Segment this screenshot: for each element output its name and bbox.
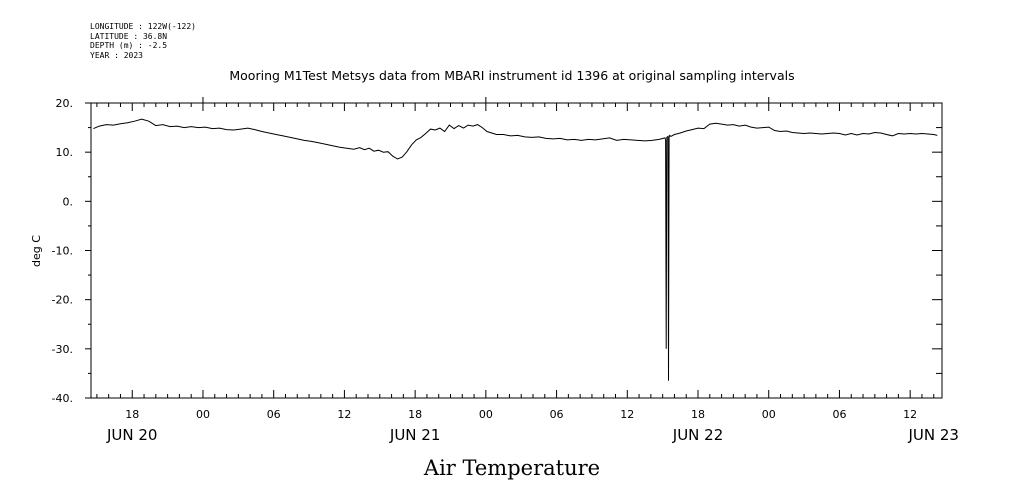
x-axis-label: Air Temperature [423, 456, 600, 480]
y-tick-label: -40. [52, 392, 73, 405]
chart-title: Mooring M1Test Metsys data from MBARI in… [229, 68, 794, 83]
y-tick-label: -20. [52, 294, 73, 307]
series-line [93, 118, 938, 381]
day-label: JUN 20 [106, 426, 157, 444]
x-tick-label: 18 [691, 408, 705, 421]
y-axis-label: deg C [30, 235, 43, 267]
year-label: YEAR : 2023 [90, 50, 143, 60]
x-tick-label: 00 [479, 408, 493, 421]
y-tick-label: 20. [56, 97, 74, 110]
day-label: JUN 22 [672, 426, 723, 444]
y-tick-label: -10. [52, 245, 73, 258]
y-tick-label: 10. [56, 146, 74, 159]
day-label: JUN 21 [389, 426, 440, 444]
x-tick-label: 18 [125, 408, 139, 421]
x-tick-label: 06 [832, 408, 846, 421]
x-tick-label: 18 [408, 408, 422, 421]
day-labels: JUN 20 JUN 21 JUN 22 JUN 23 [106, 426, 959, 444]
x-tick-label: 12 [337, 408, 351, 421]
x-tick-labels: 18 00 06 12 18 00 06 12 18 00 06 12 [125, 408, 917, 421]
latitude-label: LATITUDE : 36.8N [90, 31, 168, 41]
x-tick-label: 00 [762, 408, 776, 421]
x-tick-label: 06 [267, 408, 281, 421]
y-tick-label: 0. [63, 195, 74, 208]
x-tick-label: 12 [620, 408, 634, 421]
longitude-label: LONGITUDE : 122W(-122) [90, 22, 196, 31]
axis-ticks [85, 97, 942, 399]
plot-border [90, 102, 943, 399]
x-tick-label: 00 [196, 408, 210, 421]
metadata-block: LONGITUDE : 122W(-122) LATITUDE : 36.8N … [90, 22, 196, 60]
day-label: JUN 23 [908, 426, 959, 444]
x-tick-label: 12 [903, 408, 917, 421]
y-tick-labels: 20. 10. 0. -10. -20. -30. -40. [52, 97, 73, 405]
depth-label: DEPTH (m) : -2.5 [90, 41, 168, 50]
y-tick-label: -30. [52, 343, 73, 356]
plot-frame [90, 102, 943, 399]
x-tick-label: 06 [550, 408, 564, 421]
